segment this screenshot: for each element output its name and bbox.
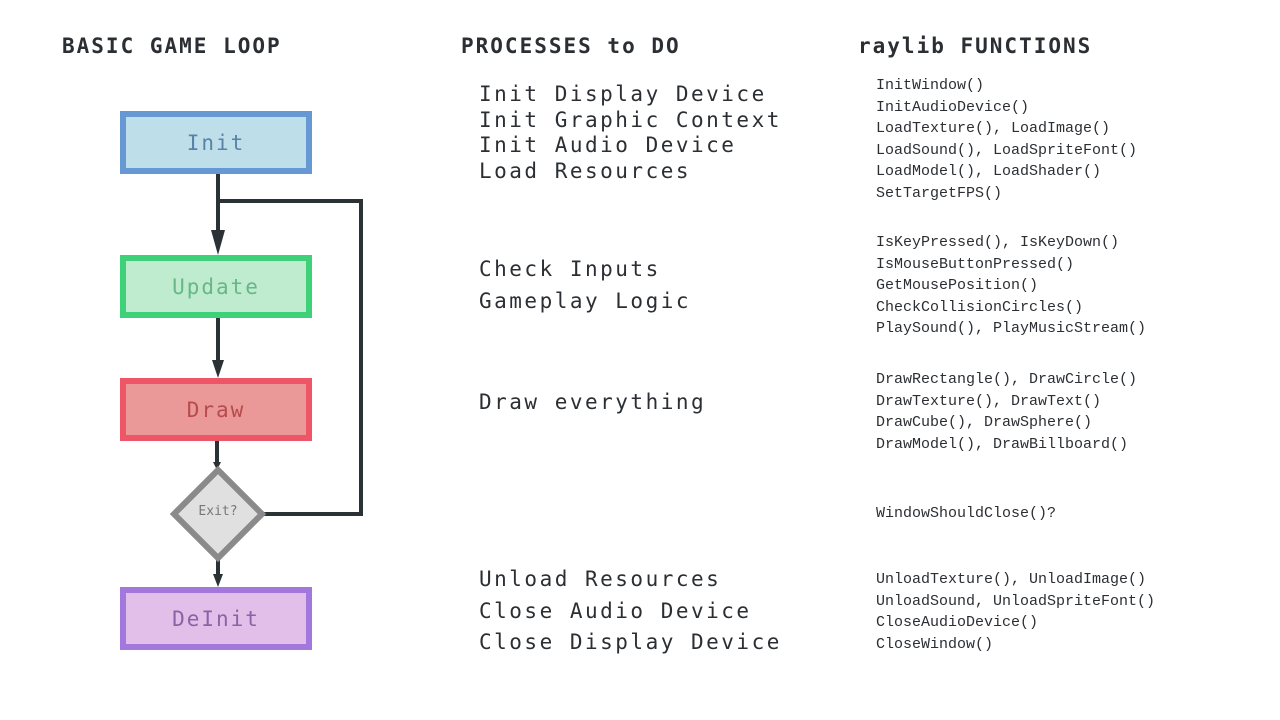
function-item: IsMouseButtonPressed(): [876, 255, 1075, 273]
deinit-box: DeInit: [120, 587, 312, 650]
function-item: DrawRectangle(), DrawCircle(): [876, 371, 1138, 388]
process-item: Init Audio Device: [479, 133, 737, 157]
process-group-update: Check Inputs Gameplay Logic: [479, 253, 691, 317]
arrowhead-exit: [213, 462, 221, 470]
exit-decision-diamond: [169, 465, 267, 563]
process-group-deinit: Unload Resources Close Audio Device Clos…: [479, 564, 782, 659]
function-item: GetMousePosition(): [876, 277, 1039, 295]
function-item: InitAudioDevice(): [876, 98, 1030, 116]
init-box: Init: [120, 111, 312, 174]
arrowhead-update: [211, 230, 225, 255]
process-group-init: Init Display Device Init Graphic Context…: [479, 82, 782, 184]
function-group-update: IsKeyPressed(), IsKeyDown() IsMouseButto…: [876, 232, 1146, 340]
function-item: CloseAudioDevice(): [876, 614, 1039, 632]
process-item: Close Display Device: [479, 630, 782, 654]
function-item: UnloadTexture(), UnloadImage(): [876, 571, 1147, 588]
function-item: CloseWindow(): [876, 635, 994, 653]
update-box: Update: [120, 255, 312, 318]
function-item: IsKeyPressed(), IsKeyDown(): [876, 234, 1120, 251]
function-group-deinit: UnloadTexture(), UnloadImage() UnloadSou…: [876, 569, 1155, 655]
process-group-draw: Draw everything: [479, 390, 706, 416]
function-group-init: InitWindow() InitAudioDevice() LoadTextu…: [876, 75, 1137, 205]
functions-header: raylib FUNCTIONS: [858, 34, 1093, 58]
arrowhead-draw: [212, 360, 224, 378]
function-item: UnloadSound, UnloadSpriteFont(): [876, 592, 1156, 610]
function-item: WindowShouldClose()?: [876, 505, 1057, 522]
function-group-draw: DrawRectangle(), DrawCircle() DrawTextur…: [876, 369, 1137, 455]
process-item: Init Display Device: [479, 82, 767, 106]
exit-label: Exit?: [198, 504, 238, 519]
loop-header: BASIC GAME LOOP: [62, 34, 282, 58]
draw-box: Draw: [120, 378, 312, 441]
process-item: Draw everything: [479, 390, 707, 414]
function-item: CheckCollisionCircles(): [876, 298, 1084, 316]
process-item: Load Resources: [479, 158, 692, 183]
process-item: Unload Resources: [479, 567, 722, 591]
arrowhead-deinit: [213, 574, 223, 587]
process-item: Init Graphic Context: [479, 107, 782, 132]
function-item: LoadModel(), LoadShader(): [876, 163, 1102, 181]
function-item: DrawModel(), DrawBillboard(): [876, 435, 1129, 453]
function-item: InitWindow(): [876, 77, 985, 94]
function-item: LoadSound(), LoadSpriteFont(): [876, 141, 1138, 159]
process-item: Check Inputs: [479, 257, 661, 281]
process-item: Gameplay Logic: [479, 289, 692, 313]
loop-back-line: [218, 199, 363, 516]
function-item: SetTargetFPS(): [876, 184, 1003, 202]
process-item: Close Audio Device: [479, 598, 752, 623]
function-item: DrawTexture(), DrawText(): [876, 392, 1102, 410]
function-item: LoadTexture(), LoadImage(): [876, 120, 1111, 138]
function-item: DrawCube(), DrawSphere(): [876, 414, 1093, 432]
processes-header: PROCESSES to DO: [461, 34, 681, 58]
function-group-exit: WindowShouldClose()?: [876, 503, 1056, 525]
function-item: PlaySound(), PlayMusicStream(): [876, 320, 1147, 338]
